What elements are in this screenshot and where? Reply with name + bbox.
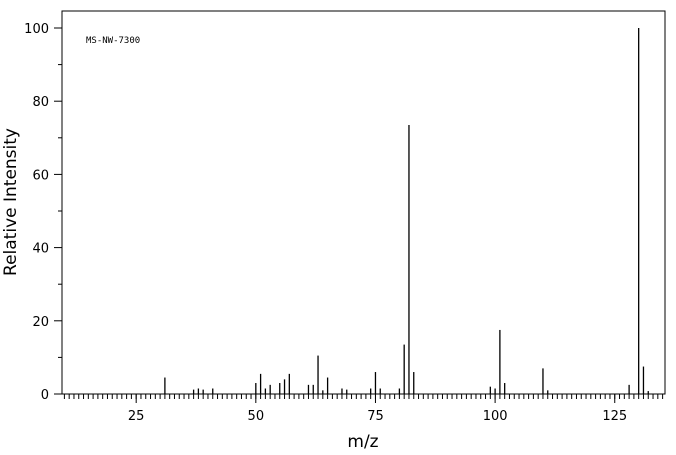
x-tick-label: 100: [483, 409, 508, 424]
x-axis: 25 50 75 100 125: [128, 394, 627, 424]
y-tick-label: 100: [24, 22, 49, 37]
x-tick-label: 25: [128, 409, 145, 424]
x-tick-label: 50: [248, 409, 265, 424]
y-tick-label: 60: [32, 168, 49, 183]
y-axis: 0 20 40 60 80 100: [24, 22, 62, 403]
plot-frame: [61, 10, 666, 395]
x-minor-ticks: [63, 394, 664, 399]
x-tick-label: 75: [367, 409, 384, 424]
x-axis-title: m/z: [347, 432, 378, 452]
y-tick-label: 0: [41, 388, 49, 403]
peak-series: [164, 28, 649, 394]
y-tick-label: 40: [32, 242, 49, 257]
y-tick-label: 80: [32, 95, 49, 110]
y-tick-label: 20: [32, 315, 49, 330]
y-axis-title: Relative Intensity: [1, 128, 21, 276]
x-tick-label: 125: [602, 409, 627, 424]
spectrum-id-annotation: MS-NW-7300: [86, 36, 140, 46]
